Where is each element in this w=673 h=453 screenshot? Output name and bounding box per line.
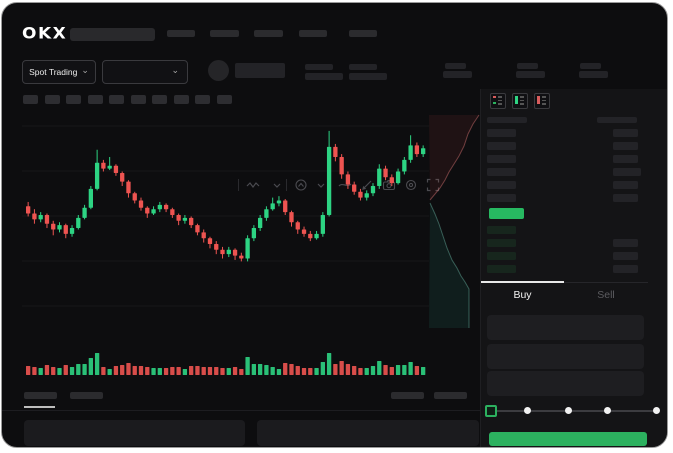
- slider-handle[interactable]: [485, 405, 497, 417]
- timeframe-placeholder[interactable]: [23, 95, 38, 104]
- bottom-tab-placeholder[interactable]: [24, 392, 57, 399]
- chevron-down-icon: ⌄: [171, 65, 179, 75]
- ask-row-price[interactable]: [487, 142, 516, 150]
- fullscreen-icon[interactable]: [426, 178, 440, 192]
- tab-sell-label: Sell: [597, 289, 615, 301]
- tab-sell[interactable]: Sell: [564, 284, 648, 306]
- wave-icon[interactable]: [246, 178, 260, 192]
- ask-row-size[interactable]: [613, 129, 638, 137]
- buy-button[interactable]: [489, 432, 647, 446]
- timeframe-placeholder[interactable]: [173, 95, 189, 104]
- ticker-stat-placeholder: [445, 63, 466, 69]
- bottom-block-placeholder: [24, 420, 245, 446]
- stat-placeholder: [305, 73, 343, 80]
- timeframe-placeholder[interactable]: [216, 95, 232, 104]
- ticker-stat-placeholder: [517, 63, 538, 69]
- candlestick-chart: [22, 114, 480, 375]
- tab-buy[interactable]: Buy: [481, 284, 564, 306]
- settings-icon[interactable]: [404, 178, 418, 192]
- timeframe-placeholder[interactable]: [195, 95, 210, 104]
- timeframe-placeholder[interactable]: [66, 95, 81, 104]
- slider-stop[interactable]: [523, 407, 531, 414]
- amount-input-placeholder[interactable]: [487, 344, 644, 369]
- slider-stop[interactable]: [564, 407, 572, 414]
- ticker-stat-placeholder: [443, 71, 472, 78]
- okx-logo[interactable]: OKX: [22, 24, 68, 44]
- market-type-dropdown[interactable]: Spot Trading ⌄: [22, 60, 96, 84]
- tabbar-divider: [481, 282, 648, 283]
- ask-row-size[interactable]: [613, 155, 638, 163]
- nav-item-placeholder[interactable]: [299, 30, 327, 37]
- bottom-panel: [2, 388, 480, 447]
- timeframe-placeholder[interactable]: [109, 95, 124, 104]
- bottom-block-placeholder: [257, 420, 479, 446]
- total-input-placeholder[interactable]: [487, 371, 644, 396]
- chevron-down-icon[interactable]: [314, 178, 328, 192]
- pair-dropdown[interactable]: ⌄: [102, 60, 188, 84]
- pair-avatar: [208, 60, 229, 81]
- ask-row-price[interactable]: [487, 129, 516, 137]
- book-combined-icon[interactable]: [490, 93, 506, 109]
- bid-row-price[interactable]: [487, 226, 516, 234]
- timeframe-placeholder[interactable]: [152, 95, 167, 104]
- bottom-action-placeholder[interactable]: [391, 392, 424, 399]
- book-header-placeholder: [487, 117, 527, 123]
- chart-toolbar: [2, 89, 480, 192]
- timeframe-placeholder[interactable]: [87, 95, 103, 104]
- line-style-icon[interactable]: [338, 178, 352, 192]
- price-input-placeholder[interactable]: [487, 315, 644, 340]
- top-nav: OKX: [2, 3, 667, 53]
- book-asks-icon[interactable]: [534, 93, 550, 109]
- stat-placeholder: [349, 64, 377, 70]
- market-header: Spot Trading ⌄ ⌄: [2, 53, 667, 89]
- search-input[interactable]: [70, 28, 155, 41]
- order-panel: Buy Sell: [480, 89, 667, 447]
- slider-stop[interactable]: [652, 407, 660, 414]
- ask-row-size[interactable]: [613, 194, 638, 202]
- last-price-highlight: [489, 208, 524, 219]
- amount-slider[interactable]: [491, 410, 657, 412]
- ticker-stat-placeholder: [579, 71, 608, 78]
- brush-icon[interactable]: [360, 178, 374, 192]
- bid-row-price[interactable]: [487, 252, 516, 260]
- nav-item-placeholder[interactable]: [254, 30, 283, 37]
- chevron-down-icon: ⌄: [81, 65, 89, 75]
- timeframe-placeholder[interactable]: [44, 95, 60, 104]
- bid-row-size[interactable]: [613, 239, 638, 247]
- stat-placeholder: [349, 73, 387, 80]
- ask-row-price[interactable]: [487, 181, 516, 189]
- ticker-stat-placeholder: [516, 71, 545, 78]
- bid-row-size[interactable]: [613, 265, 638, 273]
- book-bids-icon[interactable]: [512, 93, 528, 109]
- stat-placeholder: [305, 64, 333, 70]
- timeframe-placeholder[interactable]: [130, 95, 146, 104]
- market-type-label: Spot Trading: [29, 67, 78, 77]
- nav-item-placeholder[interactable]: [167, 30, 195, 37]
- ask-row-size[interactable]: [613, 168, 641, 176]
- bid-row-size[interactable]: [613, 252, 638, 260]
- app-window: OKX Spot Trading ⌄ ⌄: [1, 2, 668, 448]
- slider-stop[interactable]: [603, 407, 611, 414]
- bottom-action-placeholder[interactable]: [434, 392, 467, 399]
- divider: [2, 410, 480, 411]
- bottom-tab-placeholder[interactable]: [70, 392, 103, 399]
- pair-name-placeholder: [235, 63, 285, 78]
- tab-buy-label: Buy: [513, 289, 532, 301]
- ask-row-size[interactable]: [613, 142, 638, 150]
- indicator-icon[interactable]: [294, 178, 308, 192]
- ask-row-price[interactable]: [487, 155, 516, 163]
- ask-row-price[interactable]: [487, 194, 516, 202]
- nav-item-placeholder[interactable]: [349, 30, 377, 37]
- chevron-down-icon[interactable]: [270, 178, 284, 192]
- ticker-stat-placeholder: [580, 63, 601, 69]
- bid-row-price[interactable]: [487, 265, 516, 273]
- ask-row-size[interactable]: [613, 181, 638, 189]
- active-tab-underline: [24, 406, 55, 408]
- nav-item-placeholder[interactable]: [210, 30, 239, 37]
- book-header-placeholder: [597, 117, 637, 123]
- active-tab-underline: [481, 281, 564, 283]
- bid-row-price[interactable]: [487, 239, 516, 247]
- ask-row-price[interactable]: [487, 168, 516, 176]
